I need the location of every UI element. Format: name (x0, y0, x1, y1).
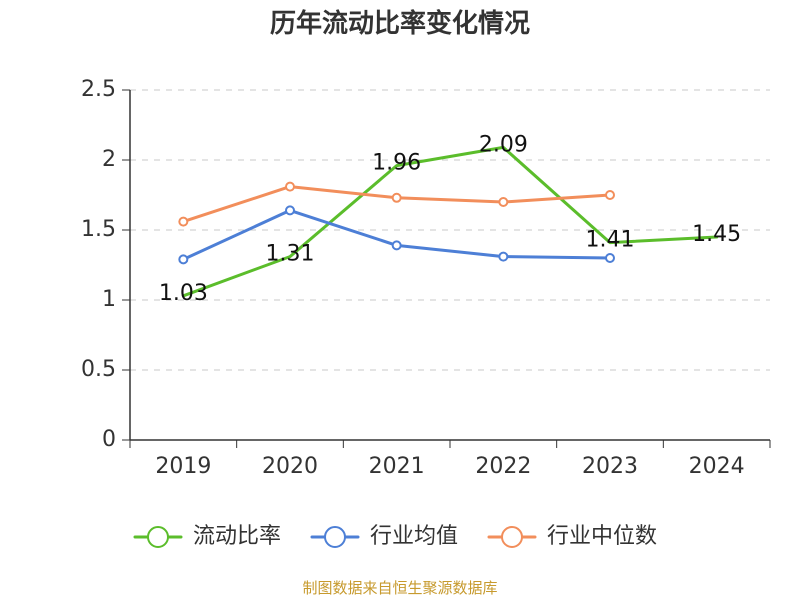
data-labels: 1.03 1.31 1.96 2.09 1.41 1.45 (159, 132, 741, 305)
industry-average-point (498, 251, 509, 262)
y-tick-label: 2 (102, 147, 116, 172)
industry-average-point (391, 240, 402, 251)
current-ratio-line (181, 145, 719, 298)
industry-median-point (285, 181, 295, 192)
x-tick-label: 2020 (262, 454, 318, 479)
legend: 流动比率 行业均值 行业中位数 (133, 524, 657, 549)
x-tick-label: 2019 (155, 454, 211, 479)
industry-median-point (605, 190, 615, 200)
industry-average-point (285, 205, 295, 216)
legend-item-industry-median: 行业中位数 (487, 524, 657, 549)
current-ratio-data-label: 1.96 (372, 151, 421, 176)
chart-title: 历年流动比率变化情况 (270, 8, 530, 39)
source-label: 制图数据来自恒生聚源数据库 (302, 579, 497, 597)
x-tick-label: 2023 (582, 454, 638, 479)
legend-label: 行业均值 (370, 524, 458, 549)
current-ratio-data-label: 1.31 (266, 242, 315, 267)
axes: 0 0.5 1 1.5 2 2.5 2019 2020 2021 2022 2023 2024 (81, 77, 771, 479)
y-tick-label: 0 (102, 427, 116, 452)
legend-label: 流动比率 (193, 524, 281, 549)
y-tick-label: 1 (102, 287, 116, 312)
x-tick-label: 2021 (369, 454, 425, 479)
legend-item-industry-average: 行业均值 (310, 524, 458, 549)
industry-median-line (181, 185, 612, 224)
x-tick-label: 2022 (475, 454, 531, 479)
gridlines (130, 89, 770, 371)
x-tick-label: 2024 (689, 454, 745, 479)
industry-average-point (605, 253, 615, 263)
industry-median-point (391, 192, 402, 203)
current-ratio-data-label: 1.03 (159, 281, 208, 306)
industry-median-point (178, 216, 189, 227)
y-tick-label: 1.5 (81, 217, 116, 242)
legend-item-current-ratio: 流动比率 (133, 524, 281, 549)
current-ratio-data-label: 1.45 (692, 222, 741, 247)
industry-average-point (178, 254, 189, 265)
y-tick-label: 2.5 (81, 77, 116, 102)
current-ratio-data-label: 2.09 (479, 132, 528, 157)
legend-label: 行业中位数 (547, 524, 657, 549)
series-lines (178, 145, 719, 298)
industry-average-line (181, 208, 612, 261)
current-ratio-data-label: 1.41 (586, 228, 635, 253)
y-tick-label: 0.5 (81, 357, 116, 382)
legend-marker (324, 526, 346, 548)
industry-median-point (498, 197, 509, 207)
legend-marker (501, 526, 523, 548)
legend-marker (147, 526, 169, 548)
